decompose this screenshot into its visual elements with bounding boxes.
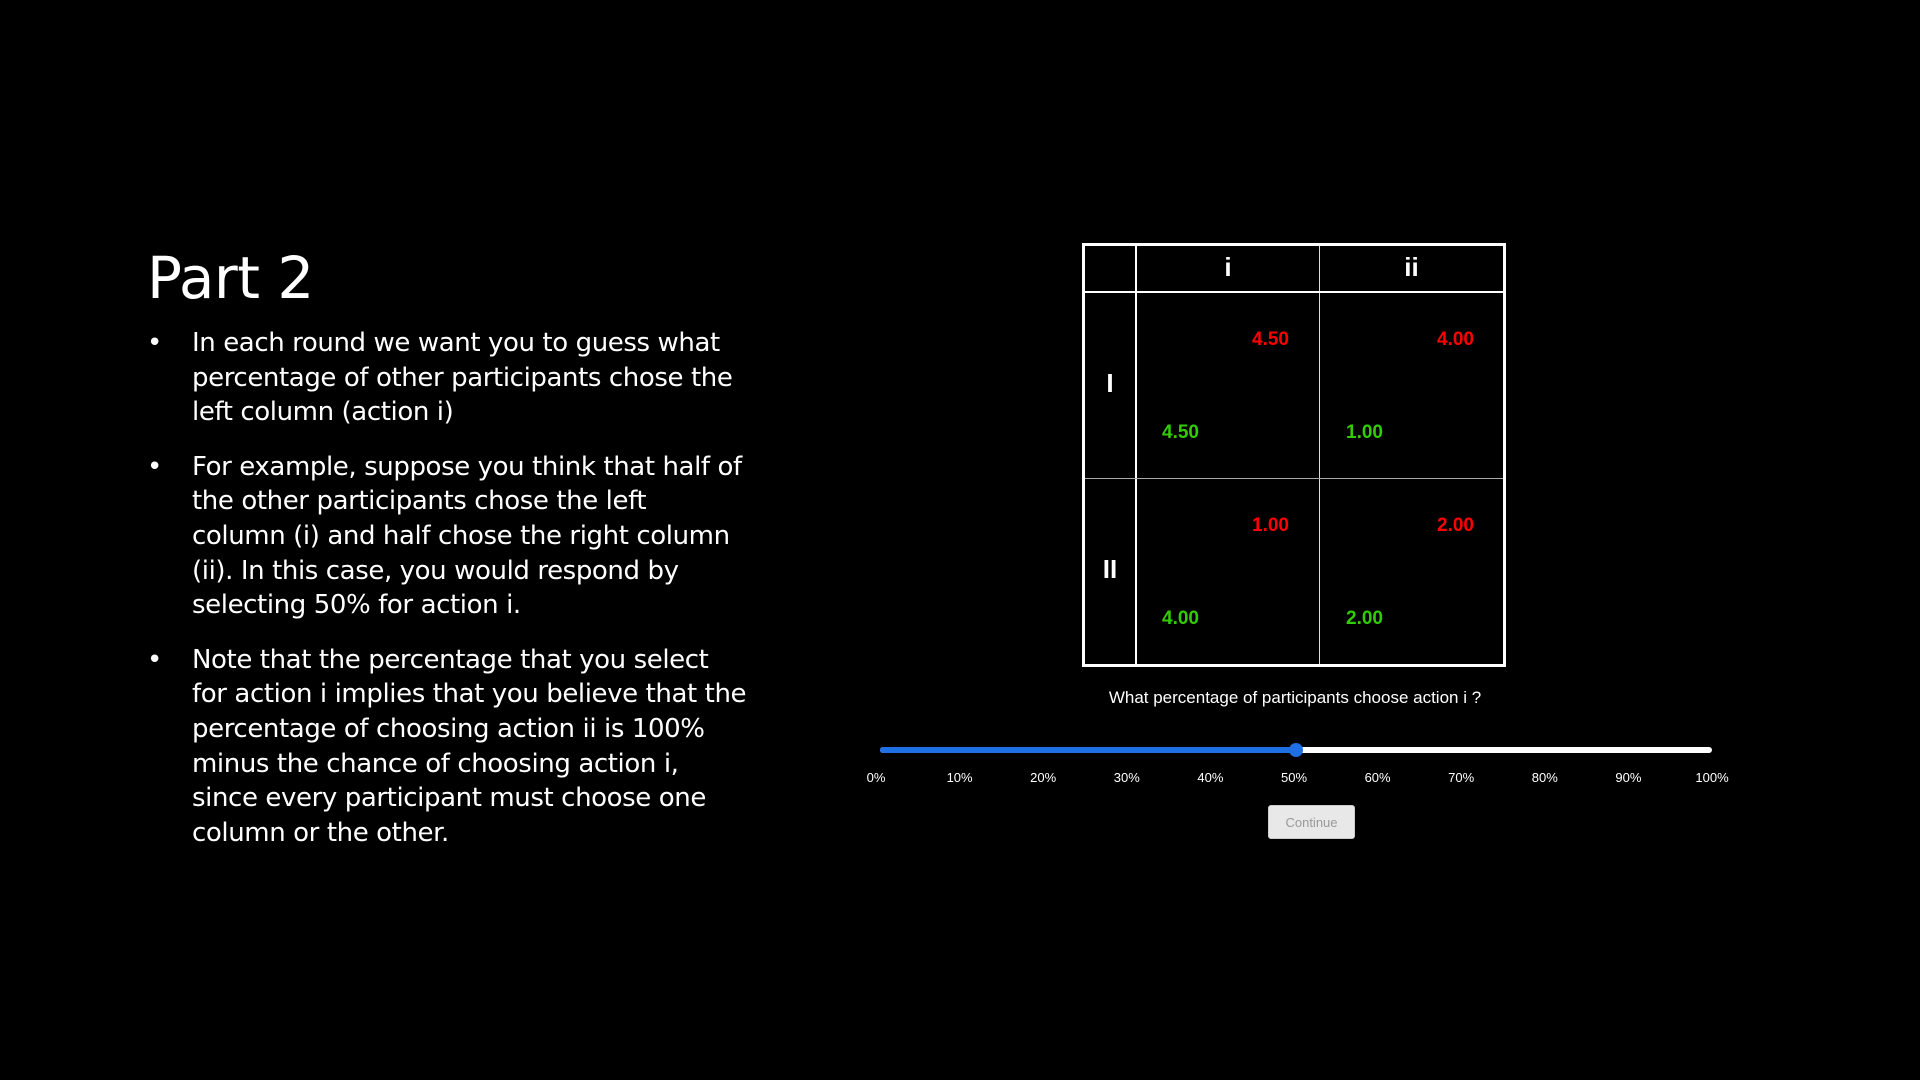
payoff-red: 4.50 (1252, 329, 1289, 350)
column-header-ii: ii (1404, 252, 1419, 282)
slider-tick-label: 60% (1364, 770, 1391, 785)
slider-tick-label: 10% (946, 770, 973, 785)
matrix-divider (1085, 478, 1503, 479)
slider-tick-labels: 0% 10% 20% 30% 40% 50% 60% 70% 80% 90% 100% (867, 770, 1729, 790)
percentage-slider[interactable] (880, 743, 1712, 757)
continue-button[interactable]: Continue (1268, 805, 1355, 839)
bullet-text: For example, suppose you think that half… (192, 451, 742, 621)
payoff-green: 2.00 (1346, 608, 1383, 629)
bullet-text: Note that the percentage that you select… (192, 644, 747, 848)
bullet-dot-icon: • (147, 644, 162, 675)
row-header-II: II (1102, 554, 1118, 584)
slider-tick-label: 20% (1030, 770, 1057, 785)
slider-tick-label: 90% (1615, 770, 1642, 785)
payoff-green: 4.50 (1162, 422, 1199, 443)
matrix-divider (1135, 246, 1137, 664)
slider-tick-label: 100% (1695, 770, 1729, 785)
slider-tick-label: 50% (1280, 770, 1308, 785)
matrix-divider (1085, 291, 1503, 293)
bullet-text: In each round we want you to guess what … (192, 328, 733, 428)
slider-tick-label: 0% (866, 770, 886, 785)
bullet-item: • For example, suppose you think that ha… (147, 450, 747, 623)
slider-fill (880, 747, 1296, 753)
slider-tick-label: 80% (1531, 770, 1558, 785)
payoff-green: 1.00 (1346, 422, 1383, 443)
matrix-divider (1319, 246, 1320, 664)
bullet-dot-icon: • (147, 328, 162, 358)
question-text: What percentage of participants choose a… (1108, 688, 1482, 707)
bullet-dot-icon: • (147, 451, 162, 482)
slider-tick-label: 30% (1113, 770, 1140, 785)
slider-thumb[interactable] (1289, 743, 1303, 757)
payoff-green: 4.00 (1162, 608, 1199, 629)
bullet-item: • In each round we want you to guess wha… (147, 326, 747, 430)
column-header-i: i (1224, 252, 1232, 282)
slider-tick-label: 40% (1197, 770, 1224, 785)
payoff-red: 4.00 (1437, 329, 1474, 350)
payoff-red: 2.00 (1437, 515, 1474, 536)
slider-tick-label: 70% (1448, 770, 1475, 785)
bullet-list: • In each round we want you to guess wha… (147, 326, 747, 870)
payoff-matrix: i ii I II 4.50 4.50 4.00 1.00 1.00 4.00 … (1082, 243, 1506, 667)
bullet-item: • Note that the percentage that you sele… (147, 643, 747, 851)
payoff-red: 1.00 (1252, 515, 1289, 536)
row-header-I: I (1106, 368, 1114, 398)
slide-title: Part 2 (147, 244, 314, 312)
